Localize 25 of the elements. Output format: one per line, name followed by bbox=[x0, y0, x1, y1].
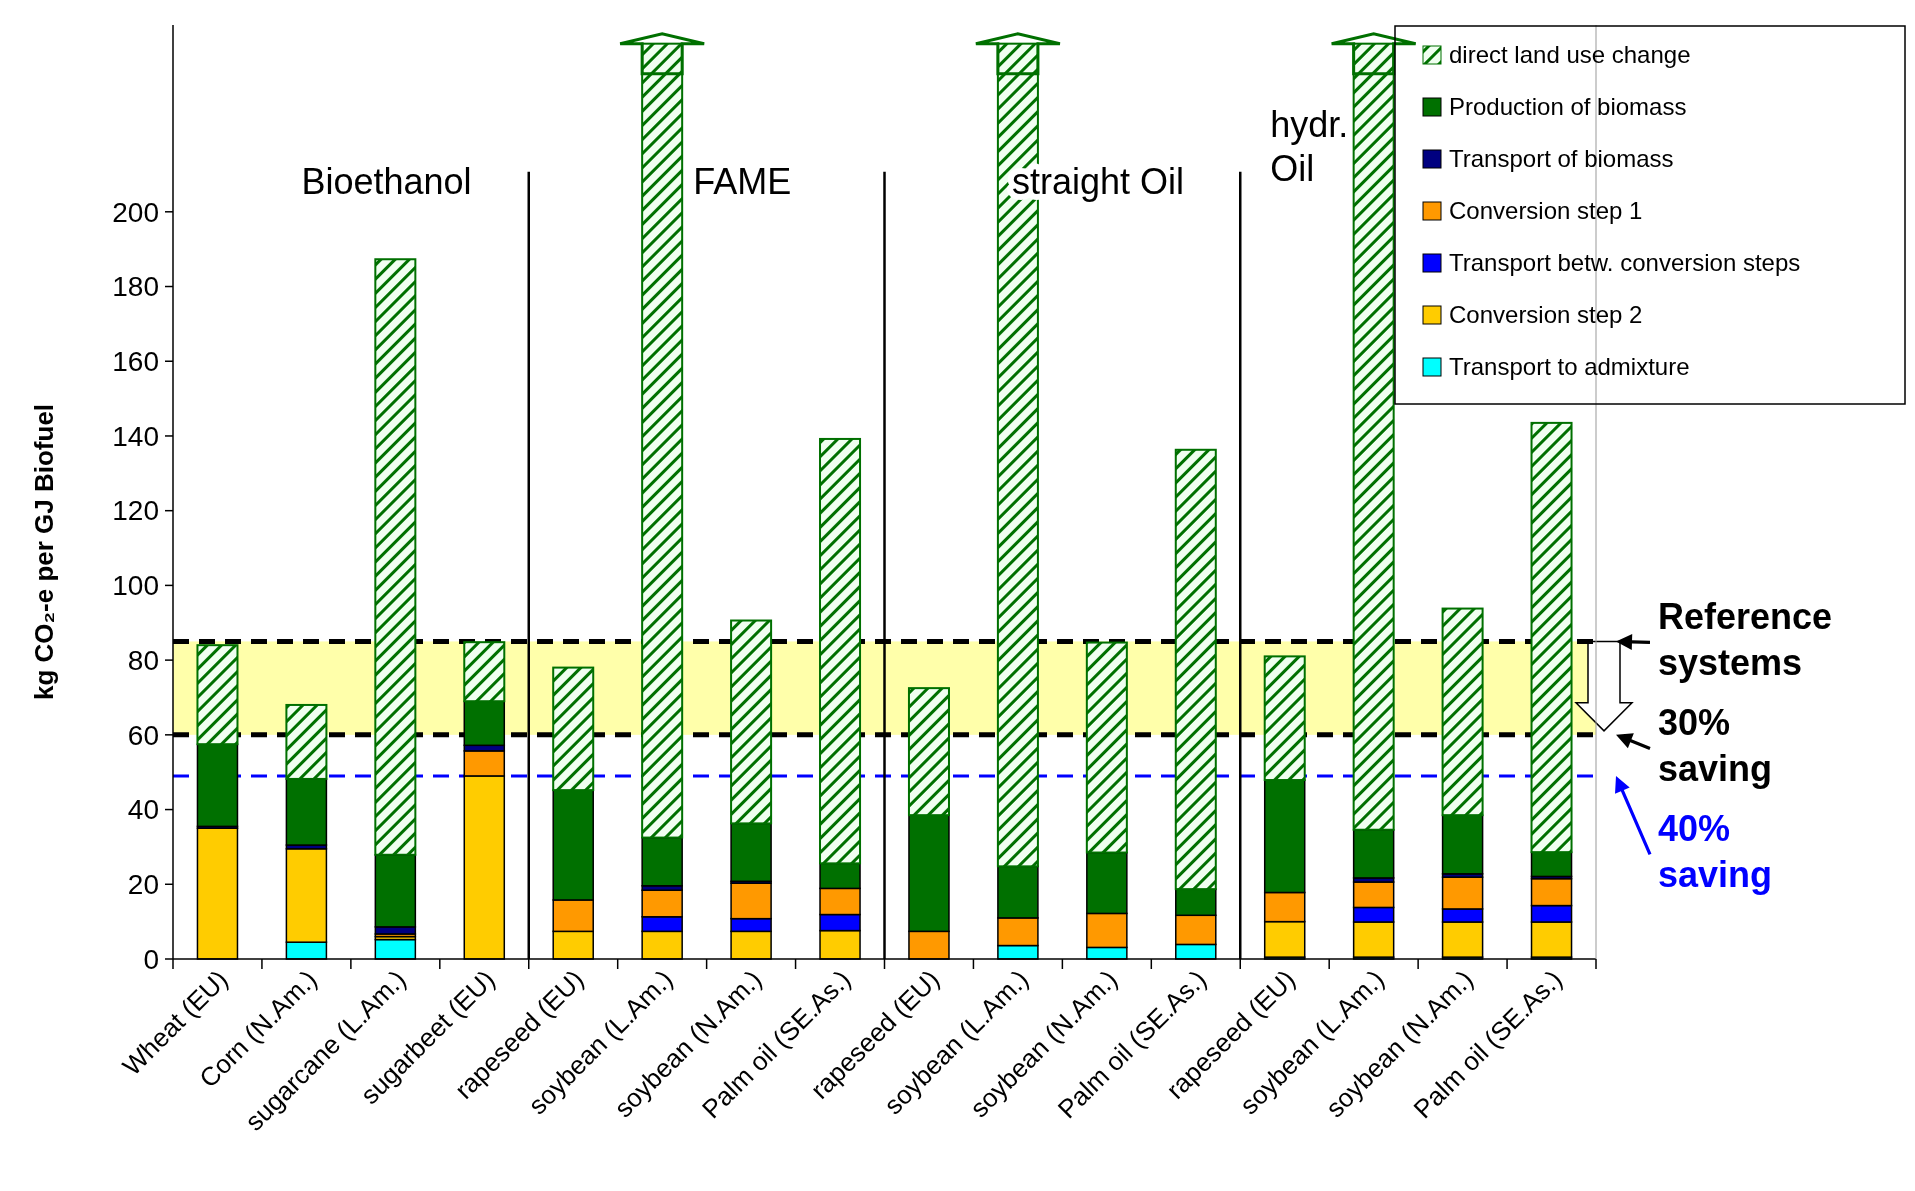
legend-label: direct land use change bbox=[1449, 41, 1691, 69]
y-tick-label: 0 bbox=[143, 943, 159, 975]
y-tick-label: 40 bbox=[127, 794, 159, 826]
annotation: hydr. Oil bbox=[1270, 103, 1349, 189]
legend-label: 40% saving bbox=[1658, 808, 1773, 896]
y-tick-label: 140 bbox=[112, 420, 159, 452]
y-tick-label: 60 bbox=[127, 719, 159, 751]
ref-line-label: 30% saving bbox=[1658, 702, 1773, 790]
legend-label: Conversion step 1 bbox=[1449, 197, 1643, 225]
legend-label: Transport betw. conversion steps bbox=[1449, 249, 1801, 277]
annotation: FAME bbox=[693, 160, 792, 202]
legend-label: Transport to admixture bbox=[1449, 353, 1690, 381]
legend-label: Conversion step 2 bbox=[1449, 301, 1643, 329]
y-tick-label: 200 bbox=[112, 196, 159, 228]
y-tick-label: 20 bbox=[127, 869, 159, 901]
legend-label: Transport of biomass bbox=[1449, 145, 1674, 173]
y-tick-label: 100 bbox=[112, 570, 159, 602]
y-tick-label: 160 bbox=[112, 346, 159, 378]
legend-label: Production of biomass bbox=[1449, 93, 1687, 121]
y-tick-label: 80 bbox=[127, 644, 159, 676]
y-tick-label: 120 bbox=[112, 495, 159, 527]
y-axis-title: kg CO₂-e per GJ Biofuel bbox=[29, 403, 59, 701]
annotation: Bioethanol bbox=[301, 160, 472, 202]
ref-line-label: Reference systems bbox=[1658, 596, 1833, 684]
y-tick-label: 180 bbox=[112, 271, 159, 303]
